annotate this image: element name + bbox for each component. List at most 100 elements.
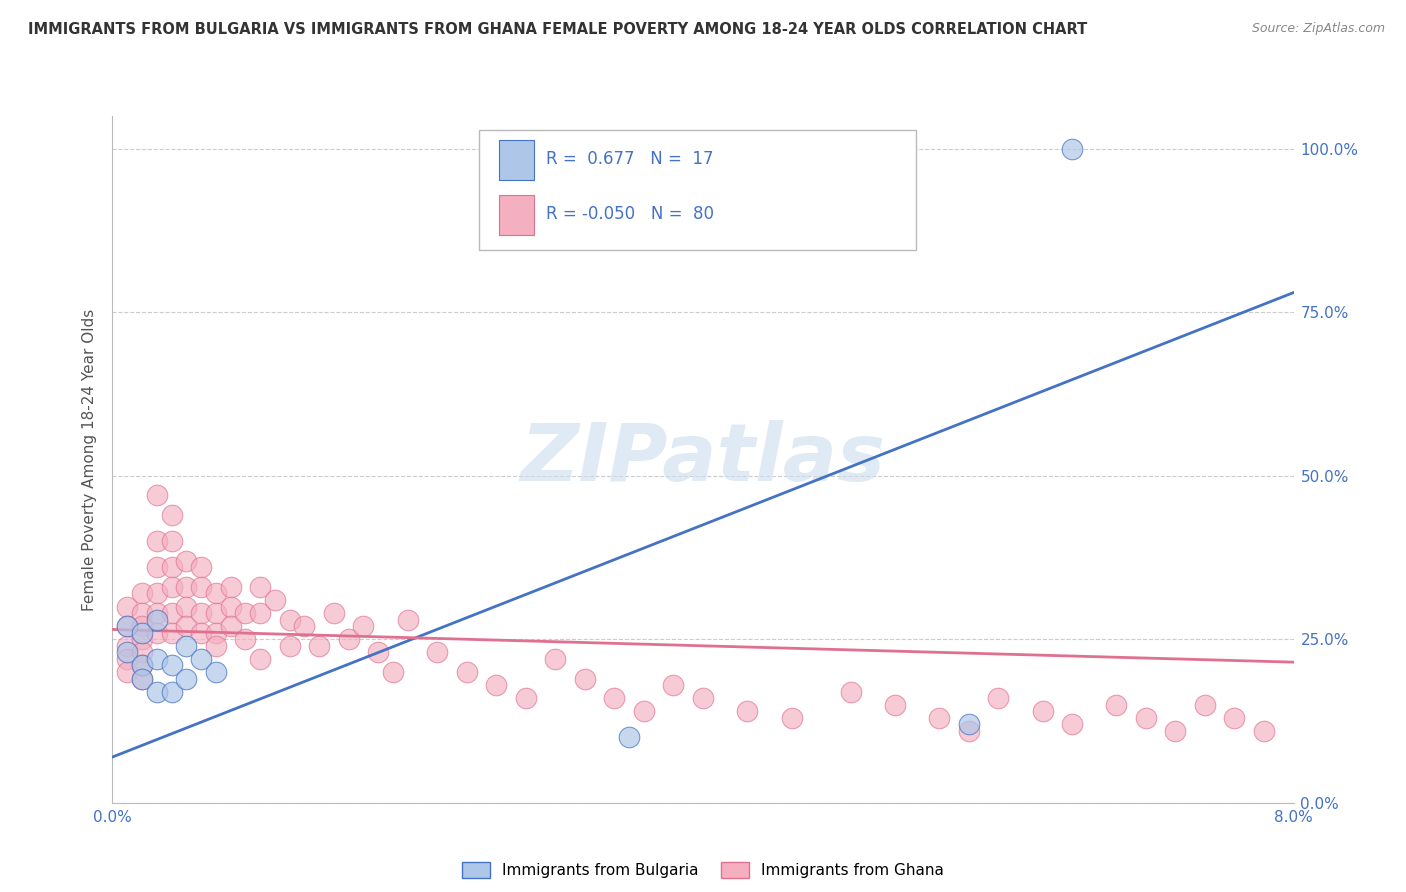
Point xyxy=(367,645,389,659)
Point xyxy=(1062,717,1084,731)
Point xyxy=(692,691,714,706)
Point xyxy=(131,658,153,673)
Point xyxy=(544,652,567,666)
Point xyxy=(131,658,153,673)
Point xyxy=(957,723,980,738)
Point xyxy=(131,645,153,659)
Point xyxy=(205,625,228,640)
Point xyxy=(117,665,138,679)
Point xyxy=(174,599,197,614)
Point xyxy=(160,606,183,620)
Point xyxy=(146,534,169,549)
Bar xyxy=(499,140,534,180)
Point xyxy=(396,613,419,627)
Point xyxy=(1135,711,1157,725)
Point xyxy=(308,639,330,653)
Text: Source: ZipAtlas.com: Source: ZipAtlas.com xyxy=(1251,22,1385,36)
Point xyxy=(160,684,183,698)
Point xyxy=(146,586,169,600)
Point xyxy=(884,698,907,712)
Legend: Immigrants from Bulgaria, Immigrants from Ghana: Immigrants from Bulgaria, Immigrants fro… xyxy=(456,856,950,885)
Point xyxy=(219,599,242,614)
Point xyxy=(117,619,138,633)
Point xyxy=(603,691,626,706)
Point xyxy=(117,619,138,633)
Point xyxy=(146,606,169,620)
Point xyxy=(737,704,759,718)
Point xyxy=(219,619,242,633)
Point xyxy=(174,619,197,633)
Point xyxy=(633,704,655,718)
Point xyxy=(249,606,271,620)
Point xyxy=(219,580,242,594)
Point xyxy=(174,639,197,653)
Point xyxy=(117,639,138,653)
Point xyxy=(456,665,478,679)
Point xyxy=(190,606,212,620)
Point xyxy=(1223,711,1246,725)
Point xyxy=(426,645,449,659)
Point xyxy=(190,560,212,574)
Point xyxy=(160,560,183,574)
Point xyxy=(1062,142,1084,156)
Point xyxy=(174,554,197,568)
Point xyxy=(117,599,138,614)
Text: IMMIGRANTS FROM BULGARIA VS IMMIGRANTS FROM GHANA FEMALE POVERTY AMONG 18-24 YEA: IMMIGRANTS FROM BULGARIA VS IMMIGRANTS F… xyxy=(28,22,1087,37)
Point xyxy=(160,508,183,522)
Point xyxy=(382,665,405,679)
Point xyxy=(249,580,271,594)
Point xyxy=(205,586,228,600)
Point xyxy=(233,606,256,620)
Point xyxy=(337,632,360,647)
Point xyxy=(987,691,1010,706)
Point xyxy=(146,684,169,698)
FancyBboxPatch shape xyxy=(478,129,915,250)
Point xyxy=(117,645,138,659)
Point xyxy=(146,652,169,666)
Point xyxy=(1032,704,1054,718)
Point xyxy=(928,711,950,725)
Point xyxy=(1253,723,1275,738)
Point xyxy=(515,691,537,706)
Point xyxy=(146,488,169,502)
Point xyxy=(619,731,641,745)
Point xyxy=(131,672,153,686)
Point xyxy=(131,672,153,686)
Point xyxy=(292,619,315,633)
Point xyxy=(957,717,980,731)
Point xyxy=(190,652,212,666)
Point xyxy=(131,632,153,647)
Point xyxy=(264,593,287,607)
Text: R = -0.050   N =  80: R = -0.050 N = 80 xyxy=(546,205,714,223)
Point xyxy=(662,678,685,692)
Point xyxy=(174,672,197,686)
Point xyxy=(323,606,346,620)
Bar xyxy=(499,195,534,235)
Point xyxy=(780,711,803,725)
Point xyxy=(160,580,183,594)
Point xyxy=(160,658,183,673)
Text: R =  0.677   N =  17: R = 0.677 N = 17 xyxy=(546,150,713,169)
Point xyxy=(131,625,153,640)
Point xyxy=(146,560,169,574)
Point xyxy=(278,639,301,653)
Point xyxy=(1194,698,1216,712)
Point xyxy=(131,606,153,620)
Point xyxy=(190,580,212,594)
Point xyxy=(352,619,374,633)
Point xyxy=(131,619,153,633)
Point xyxy=(205,639,228,653)
Point xyxy=(574,672,596,686)
Point xyxy=(278,613,301,627)
Point xyxy=(190,625,212,640)
Point xyxy=(131,586,153,600)
Point xyxy=(1164,723,1187,738)
Point xyxy=(160,625,183,640)
Point xyxy=(205,665,228,679)
Point xyxy=(1105,698,1128,712)
Point xyxy=(117,652,138,666)
Point xyxy=(485,678,508,692)
Point xyxy=(233,632,256,647)
Point xyxy=(839,684,862,698)
Point xyxy=(205,606,228,620)
